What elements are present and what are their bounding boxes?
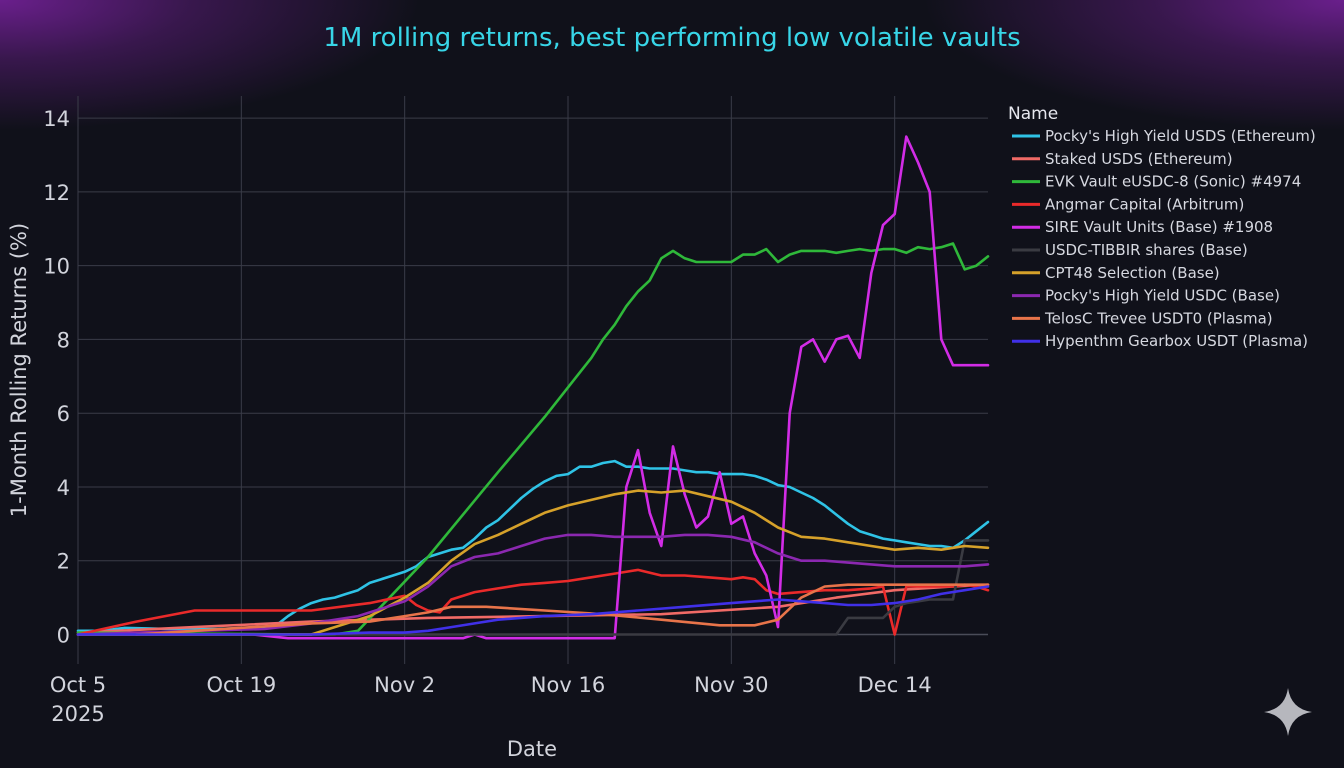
y-axis-ticks: 0 2 4 6 8 10 12 14 xyxy=(43,107,70,647)
series-line-6 xyxy=(76,539,990,636)
y-tick-label: 12 xyxy=(43,181,70,205)
legend-item-label: Pocky's High Yield USDS (Ethereum) xyxy=(1045,127,1316,145)
y-tick-label: 10 xyxy=(43,255,70,279)
legend-item-label: EVK Vault eUSDC-8 (Sonic) #4974 xyxy=(1045,173,1301,191)
grid xyxy=(77,96,988,664)
x-tick-label: Oct 5 xyxy=(50,673,106,697)
x-tick-label: Dec 14 xyxy=(858,673,932,697)
legend-item-label: Pocky's High Yield USDC (Base) xyxy=(1045,287,1280,305)
series-line-8 xyxy=(76,533,990,636)
chart-title: 1M rolling returns, best performing low … xyxy=(323,23,1020,53)
x-axis-ticks: Oct 5 2025 Oct 19 Nov 2 Nov 16 Nov 30 Dec 14 xyxy=(50,673,932,726)
series-line-2 xyxy=(76,583,990,634)
sparkle-icon xyxy=(1264,688,1312,736)
y-tick-label: 6 xyxy=(57,402,70,426)
legend-item-label: Staked USDS (Ethereum) xyxy=(1045,150,1233,168)
x-tick-sublabel: 2025 xyxy=(51,702,104,726)
x-tick-label: Oct 19 xyxy=(206,673,276,697)
series-line-9 xyxy=(135,583,990,636)
y-tick-label: 14 xyxy=(43,107,70,131)
y-tick-label: 4 xyxy=(57,476,70,500)
y-tick-label: 2 xyxy=(57,550,70,574)
series-line-10 xyxy=(76,585,990,636)
series-line-7 xyxy=(76,489,990,636)
series-line-4 xyxy=(76,568,990,636)
legend: Name Pocky's High Yield USDS (Ethereum) S… xyxy=(1008,104,1316,350)
legend-item-label: Hypenthm Gearbox USDT (Plasma) xyxy=(1045,332,1308,350)
series-line-1 xyxy=(76,459,990,633)
x-axis-title: Date xyxy=(507,737,557,761)
series-group xyxy=(76,135,990,640)
series-line-5 xyxy=(76,135,990,640)
y-tick-label: 8 xyxy=(57,328,70,352)
legend-item-label: Angmar Capital (Arbitrum) xyxy=(1045,195,1244,213)
x-tick-label: Nov 30 xyxy=(694,673,768,697)
legend-item-label: SIRE Vault Units (Base) #1908 xyxy=(1045,218,1273,236)
y-tick-label: 0 xyxy=(57,623,70,647)
legend-item-label: CPT48 Selection (Base) xyxy=(1045,264,1220,282)
series-line-3 xyxy=(76,242,990,636)
x-tick-label: Nov 2 xyxy=(374,673,435,697)
legend-title: Name xyxy=(1008,104,1058,124)
legend-item-label: USDC-TIBBIR shares (Base) xyxy=(1045,241,1248,259)
legend-item-label: TelosC Trevee USDT0 (Plasma) xyxy=(1044,309,1273,327)
y-axis-title: 1-Month Rolling Returns (%) xyxy=(7,223,31,517)
x-tick-label: Nov 16 xyxy=(531,673,605,697)
